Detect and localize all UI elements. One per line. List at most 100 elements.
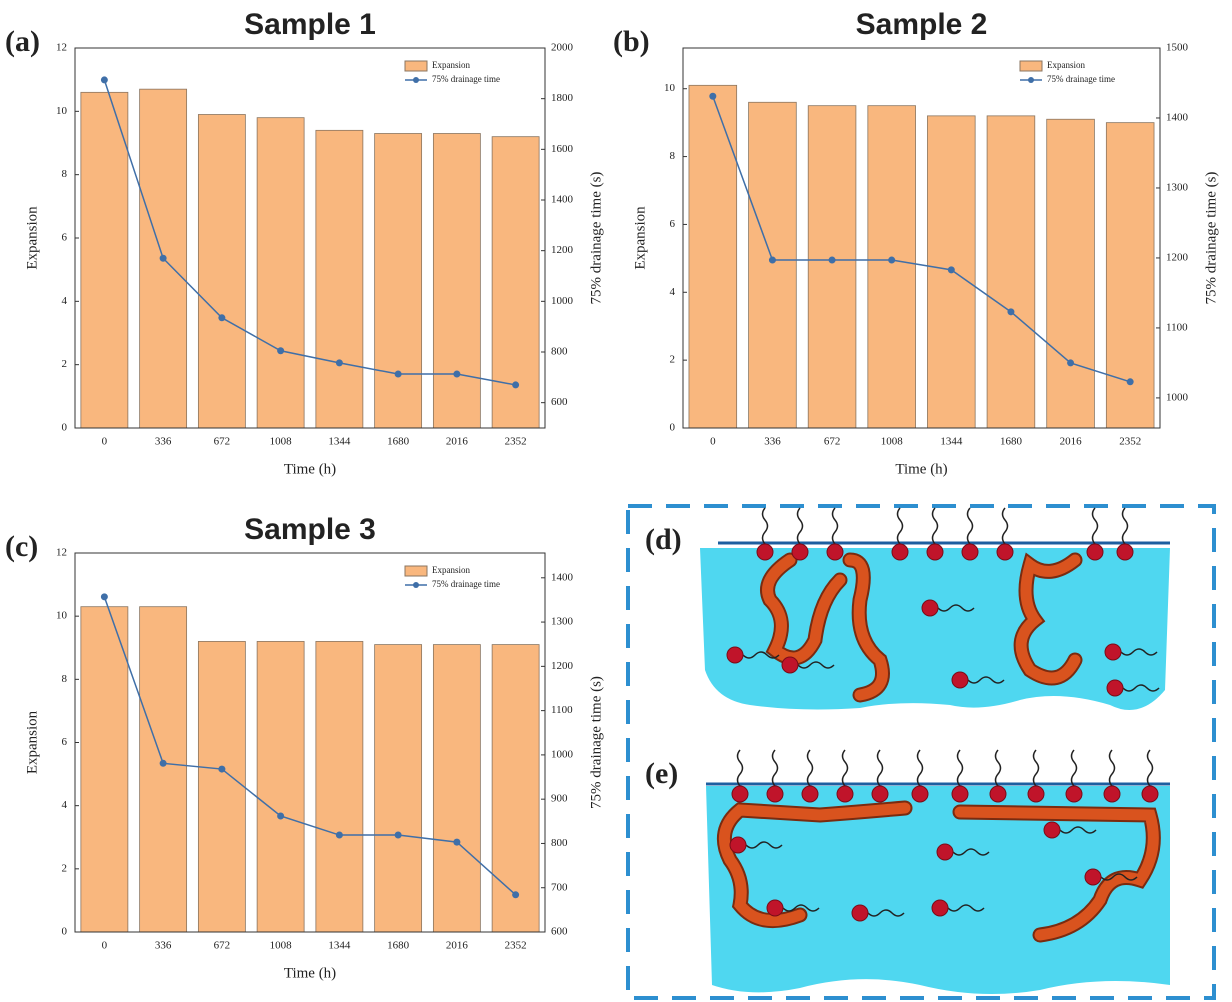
- tail: [1091, 507, 1099, 545]
- y-tick-label: 2: [62, 862, 68, 874]
- tail: [806, 749, 814, 787]
- tail: [1121, 507, 1129, 545]
- marker: [1067, 359, 1075, 367]
- x-tick-label: 2352: [505, 940, 527, 952]
- y2-tick-label: 1400: [551, 194, 574, 206]
- y2-tick-label: 1200: [551, 660, 574, 672]
- chart-title: Sample 2: [856, 8, 988, 41]
- bar: [1046, 118, 1095, 429]
- tail: [1059, 826, 1097, 834]
- legend-label: Expansion: [432, 565, 470, 575]
- marker: [394, 370, 402, 378]
- bar: [80, 606, 129, 933]
- x-tick-label: 1680: [387, 940, 410, 952]
- tail: [745, 841, 783, 849]
- marker: [453, 370, 461, 378]
- marker: [709, 92, 717, 100]
- y-tick-label: 6: [62, 232, 68, 244]
- head: [1027, 785, 1045, 803]
- x-tick-label: 1008: [881, 436, 904, 448]
- tail: [1100, 873, 1138, 881]
- line: [103, 79, 516, 386]
- bar: [374, 133, 423, 429]
- marker: [277, 347, 285, 355]
- liquid-d: [700, 548, 1170, 710]
- head: [996, 543, 1014, 561]
- bar: [197, 641, 246, 933]
- panel-label: (b): [613, 25, 650, 58]
- marker: [1007, 308, 1015, 316]
- marker: [453, 838, 461, 846]
- y2-tick-label: 900: [551, 793, 568, 805]
- head: [781, 656, 799, 674]
- marker: [1126, 378, 1134, 386]
- head: [1141, 785, 1159, 803]
- plot-frame: [74, 552, 546, 933]
- x-tick-label: 1344: [328, 436, 351, 448]
- bar: [432, 133, 481, 429]
- head: [766, 899, 784, 917]
- surfactants: [726, 507, 1160, 922]
- bar: [374, 644, 423, 933]
- y2-tick-label: 600: [551, 926, 568, 938]
- head: [766, 785, 784, 803]
- tail: [876, 749, 884, 787]
- y-tick-label: 6: [670, 218, 676, 230]
- head: [891, 543, 909, 561]
- y2-tick-label: 700: [551, 881, 568, 893]
- marker: [828, 256, 836, 264]
- x-tick-label: 2016: [1060, 436, 1083, 448]
- bar: [748, 101, 797, 429]
- tail: [1108, 749, 1116, 787]
- y2-tick-label: 1000: [551, 295, 574, 307]
- tail: [1146, 749, 1154, 787]
- tail: [916, 749, 924, 787]
- bar: [491, 644, 540, 933]
- tail: [841, 749, 849, 787]
- head: [1103, 785, 1121, 803]
- legend-label: 75% drainage time: [1047, 74, 1115, 84]
- x-tick-label: 2352: [505, 436, 527, 448]
- legend-swatch: [404, 60, 428, 72]
- y-axis-label: Expansion: [24, 710, 40, 774]
- polymer-e-core: [718, 802, 1159, 941]
- y-tick-label: 4: [62, 799, 68, 811]
- x-tick-label: 672: [214, 940, 231, 952]
- head: [989, 785, 1007, 803]
- y2-tick-label: 1500: [1166, 42, 1189, 54]
- x-tick-label: 672: [214, 436, 231, 448]
- marker: [218, 765, 226, 773]
- x-tick-label: 1008: [270, 940, 293, 952]
- y-tick-label: 2: [62, 358, 68, 370]
- legend-label: Expansion: [1047, 60, 1085, 70]
- x-tick-label: 0: [102, 940, 108, 952]
- tail: [1001, 507, 1009, 545]
- y-tick-label: 10: [664, 82, 676, 94]
- head: [1084, 868, 1102, 886]
- tail: [831, 507, 839, 545]
- x-tick-label: 2352: [1119, 436, 1141, 448]
- y-tick-label: 2: [670, 354, 676, 366]
- head: [961, 543, 979, 561]
- panel-label: (d): [645, 523, 682, 556]
- tail: [937, 604, 975, 612]
- tail: [736, 749, 744, 787]
- y-tick-label: 0: [62, 422, 68, 434]
- y2-tick-label: 1200: [551, 244, 574, 256]
- y-tick-label: 8: [62, 673, 68, 685]
- x-tick-label: 336: [764, 436, 781, 448]
- line: [103, 596, 517, 896]
- tail: [782, 904, 820, 912]
- head: [951, 785, 969, 803]
- y2-tick-label: 1300: [1166, 181, 1189, 193]
- y2-tick-label: 1000: [1166, 391, 1189, 403]
- bar: [197, 114, 246, 429]
- head: [1104, 643, 1122, 661]
- tail: [867, 909, 905, 917]
- tail: [761, 507, 769, 545]
- panel-label: (a): [5, 25, 40, 58]
- legend-swatch: [1028, 77, 1034, 83]
- head: [911, 785, 929, 803]
- bar: [315, 129, 364, 429]
- x-tick-label: 2016: [446, 436, 469, 448]
